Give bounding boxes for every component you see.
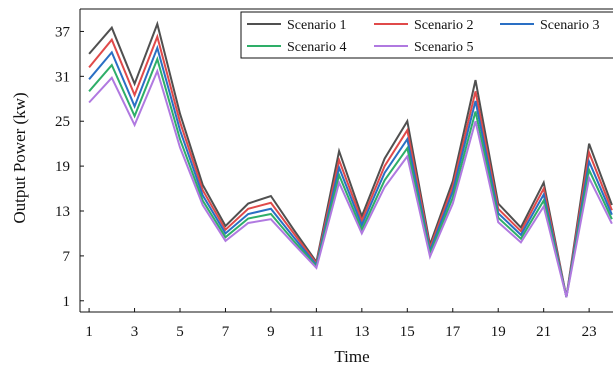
x-tick-label: 19 — [491, 324, 506, 340]
axes — [79, 8, 613, 313]
x-tick-labels: 1 3 5 7 9 11 13 15 17 19 21 23 — [85, 308, 597, 340]
x-tick-label: 23 — [582, 324, 597, 340]
legend-label-2: Scenario 2 — [414, 18, 473, 33]
x-axis-title: Time — [334, 347, 369, 366]
y-tick-label: 19 — [55, 159, 70, 175]
x-tick-label: 9 — [267, 324, 275, 340]
series-line-4 — [88, 55, 613, 298]
series-line-1 — [88, 20, 613, 298]
x-tick-label: 13 — [354, 324, 369, 340]
y-axis-title: Output Power (kw) — [10, 92, 29, 223]
y-tick-label: 37 — [55, 24, 71, 40]
series-line-3 — [88, 44, 613, 298]
x-tick-label: 3 — [131, 324, 139, 340]
y-tick-labels: 1 7 13 19 25 31 37 — [55, 24, 84, 310]
legend-label-1: Scenario 1 — [287, 18, 346, 33]
legend: Scenario 1 Scenario 2 Scenario 3 Scenario 4… — [240, 11, 613, 59]
y-tick-label: 1 — [63, 294, 71, 310]
x-tick-label: 7 — [222, 324, 230, 340]
x-tick-label: 21 — [536, 324, 551, 340]
x-tick-label: 5 — [176, 324, 184, 340]
y-tick-label: 7 — [63, 249, 71, 265]
x-tick-label: 1 — [85, 324, 93, 340]
legend-label-3: Scenario 3 — [540, 18, 599, 33]
y-tick-label: 25 — [55, 114, 70, 130]
legend-label-4: Scenario 4 — [287, 40, 346, 55]
y-tick-label: 13 — [55, 204, 70, 220]
y-tick-label: 31 — [55, 69, 70, 85]
x-tick-label: 11 — [309, 324, 323, 340]
series-line-5 — [88, 68, 613, 298]
legend-label-5: Scenario 5 — [414, 40, 473, 55]
series-line-2 — [88, 33, 613, 298]
x-tick-label: 17 — [445, 324, 461, 340]
x-tick-label: 15 — [400, 324, 415, 340]
legend-box — [240, 11, 613, 59]
series-lines — [88, 20, 613, 298]
